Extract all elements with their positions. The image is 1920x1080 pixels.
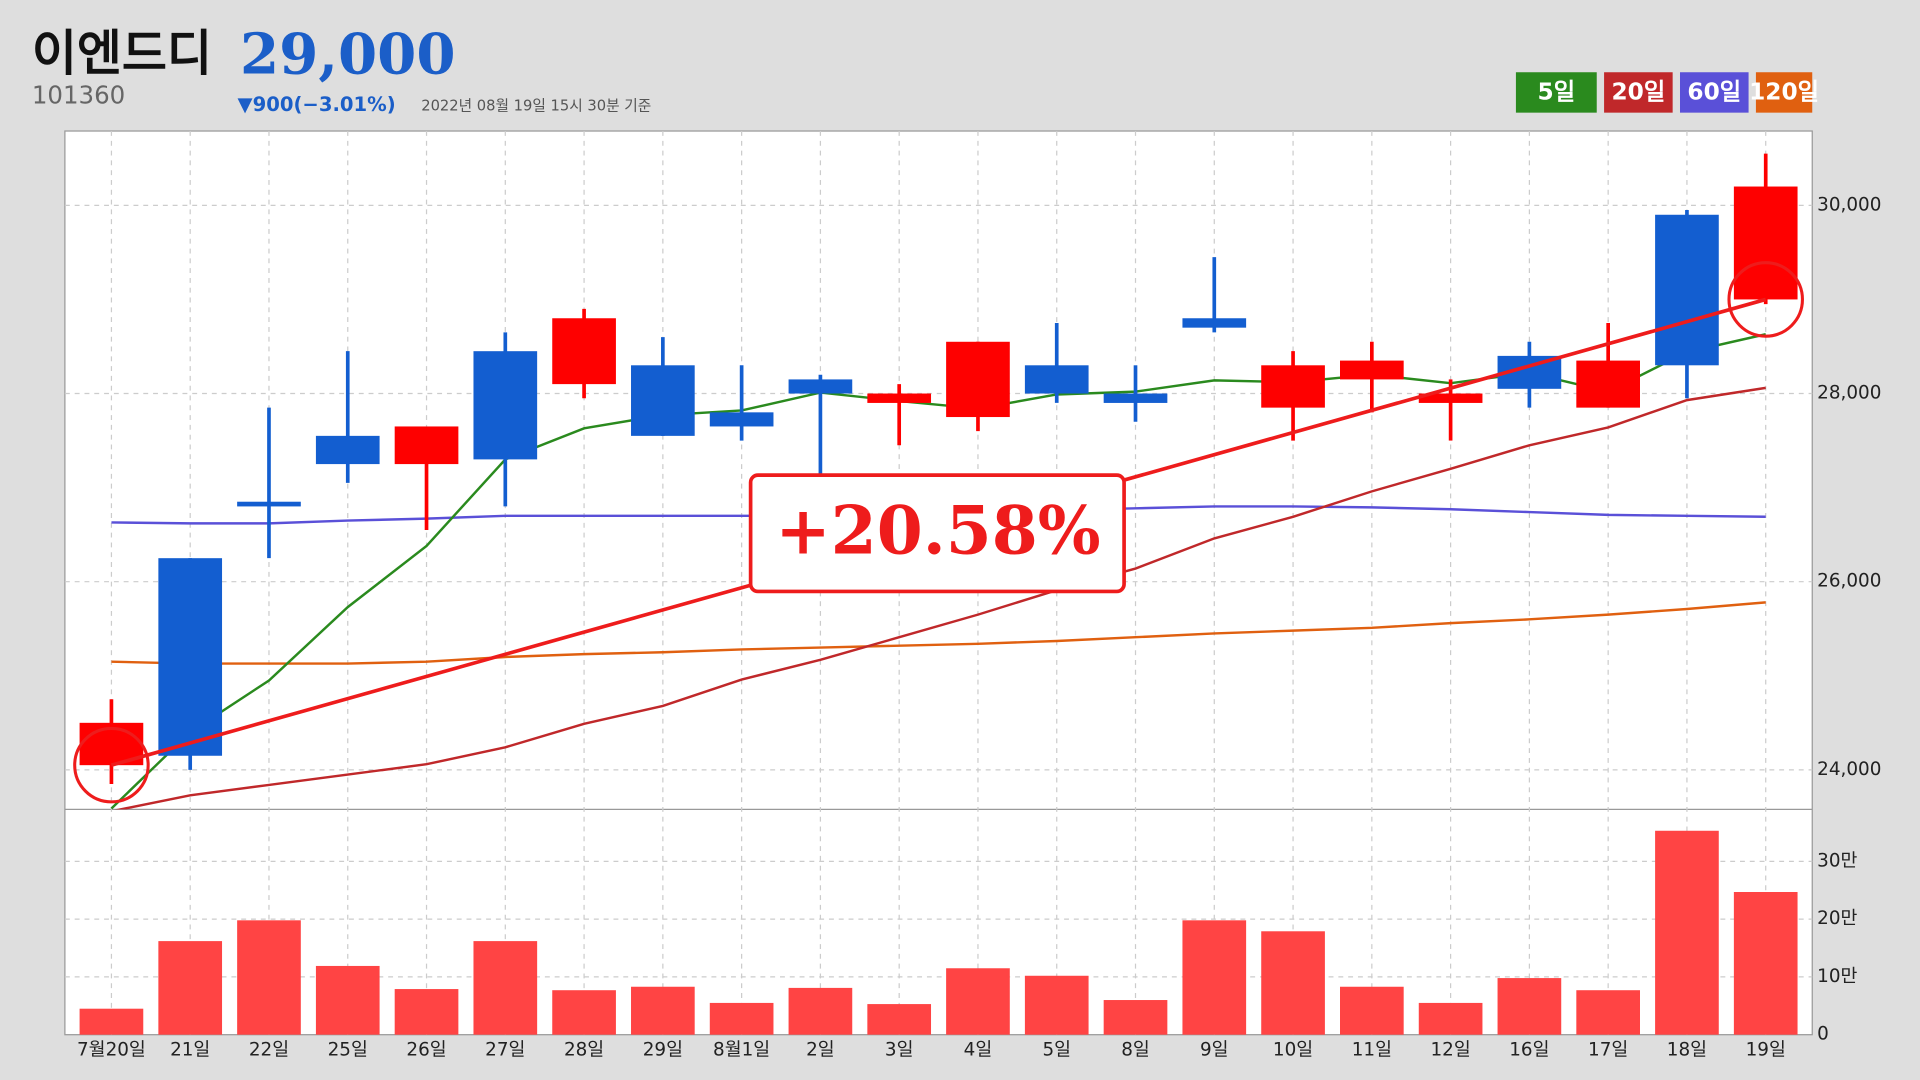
- candle-body: [788, 379, 853, 394]
- current-price: 29,000: [240, 21, 456, 87]
- legend-label: 5일: [1538, 79, 1576, 106]
- x-tick-label: 8일: [1121, 1040, 1150, 1061]
- volume-bar: [1576, 990, 1640, 1035]
- timestamp: 2022년 08월 19일 15시 30분 기준: [421, 98, 651, 115]
- price-change: ▼900(−3.01%): [238, 93, 396, 116]
- candle-body: [1182, 318, 1247, 328]
- y-tick-label: 28,000: [1817, 383, 1881, 404]
- volume-bar: [867, 1004, 932, 1035]
- candle-body: [237, 501, 301, 507]
- candle-body: [1655, 214, 1719, 366]
- y-tick-label: 26,000: [1817, 571, 1881, 592]
- volume-bar: [315, 965, 380, 1035]
- x-tick-label: 29일: [643, 1040, 683, 1061]
- candle-body: [1103, 393, 1168, 403]
- volume-bar: [158, 941, 223, 1035]
- candle-body: [631, 365, 695, 436]
- x-tick-label: 21일: [170, 1040, 210, 1061]
- volume-tick-label: 10만: [1817, 966, 1857, 987]
- volume-tick-label: 20만: [1817, 908, 1857, 929]
- y-tick-label: 24,000: [1817, 759, 1881, 780]
- x-tick-label: 25일: [328, 1040, 368, 1061]
- volume-bar: [709, 1002, 774, 1035]
- volume-tick-label: 0: [1817, 1024, 1829, 1045]
- x-tick-label: 5일: [1042, 1040, 1071, 1061]
- stock-name: 이엔드디: [32, 25, 212, 82]
- x-tick-label: 28일: [564, 1040, 604, 1061]
- volume-bar: [473, 941, 538, 1035]
- legend-label: 60일: [1687, 79, 1741, 106]
- x-tick-label: 11일: [1352, 1040, 1392, 1061]
- candle-body: [1261, 365, 1325, 408]
- volume-bar: [79, 1008, 144, 1035]
- candle-body: [1418, 393, 1483, 403]
- x-tick-label: 7월20일: [77, 1040, 146, 1061]
- candle-body: [867, 393, 932, 403]
- x-tick-label: 27일: [485, 1040, 525, 1061]
- x-tick-label: 26일: [406, 1040, 446, 1061]
- legend-box: [1755, 72, 1813, 113]
- start-marker: [73, 726, 150, 804]
- volume-bar: [1418, 1002, 1483, 1035]
- x-tick-label: 17일: [1588, 1040, 1628, 1061]
- candle-body: [709, 412, 774, 427]
- volume-tick-label: 30만: [1817, 850, 1857, 871]
- x-tick-label: 9일: [1200, 1040, 1229, 1061]
- volume-bar: [394, 989, 459, 1035]
- x-tick-label: 8월1일: [713, 1040, 770, 1061]
- candle-body: [394, 426, 459, 465]
- candle-body: [473, 351, 538, 460]
- end-marker: [1727, 261, 1804, 338]
- volume-bar: [1261, 931, 1325, 1035]
- annotation-box: [748, 473, 1126, 594]
- ma-line: [114, 386, 1766, 810]
- candle-body: [946, 341, 1010, 418]
- x-tick-label: 3일: [885, 1040, 914, 1061]
- candle-body: [1733, 186, 1798, 300]
- x-tick-label: 12일: [1430, 1040, 1470, 1061]
- x-tick-label: 18일: [1667, 1040, 1707, 1061]
- candle-body: [1576, 360, 1640, 408]
- volume-bar: [1497, 978, 1562, 1035]
- candle-body: [315, 435, 380, 465]
- x-tick-label: 10일: [1273, 1040, 1313, 1061]
- legend-label: 120일: [1749, 79, 1819, 106]
- volume-bar: [946, 968, 1010, 1035]
- volume-bar: [788, 987, 853, 1035]
- volume-bar: [1024, 975, 1089, 1035]
- volume-bar: [1655, 830, 1719, 1035]
- volume-bar: [552, 990, 616, 1035]
- volume-bar: [237, 920, 301, 1035]
- legend-box: [1680, 72, 1749, 113]
- volume-bar: [1103, 1000, 1168, 1035]
- candle-body: [552, 318, 616, 385]
- ma-line: [111, 601, 1766, 665]
- legend-box: [1604, 72, 1673, 113]
- volume-bar: [1733, 892, 1798, 1035]
- x-tick-label: 4일: [964, 1040, 993, 1061]
- y-tick-label: 30,000: [1817, 194, 1881, 215]
- legend-label: 20일: [1611, 79, 1665, 106]
- candle-body: [1024, 365, 1089, 394]
- x-tick-label: 2일: [806, 1040, 835, 1061]
- legend-box: [1515, 72, 1597, 113]
- candle-body: [158, 558, 223, 756]
- stock-code: 101360: [32, 81, 125, 110]
- annotation-text: +20.58%: [775, 491, 1100, 569]
- x-tick-label: 16일: [1509, 1040, 1549, 1061]
- x-tick-label: 22일: [249, 1040, 289, 1061]
- x-tick-label: 19일: [1746, 1040, 1786, 1061]
- volume-bar: [1340, 986, 1404, 1035]
- volume-bar: [1182, 920, 1247, 1035]
- volume-bar: [631, 986, 695, 1035]
- candle-body: [1340, 360, 1404, 380]
